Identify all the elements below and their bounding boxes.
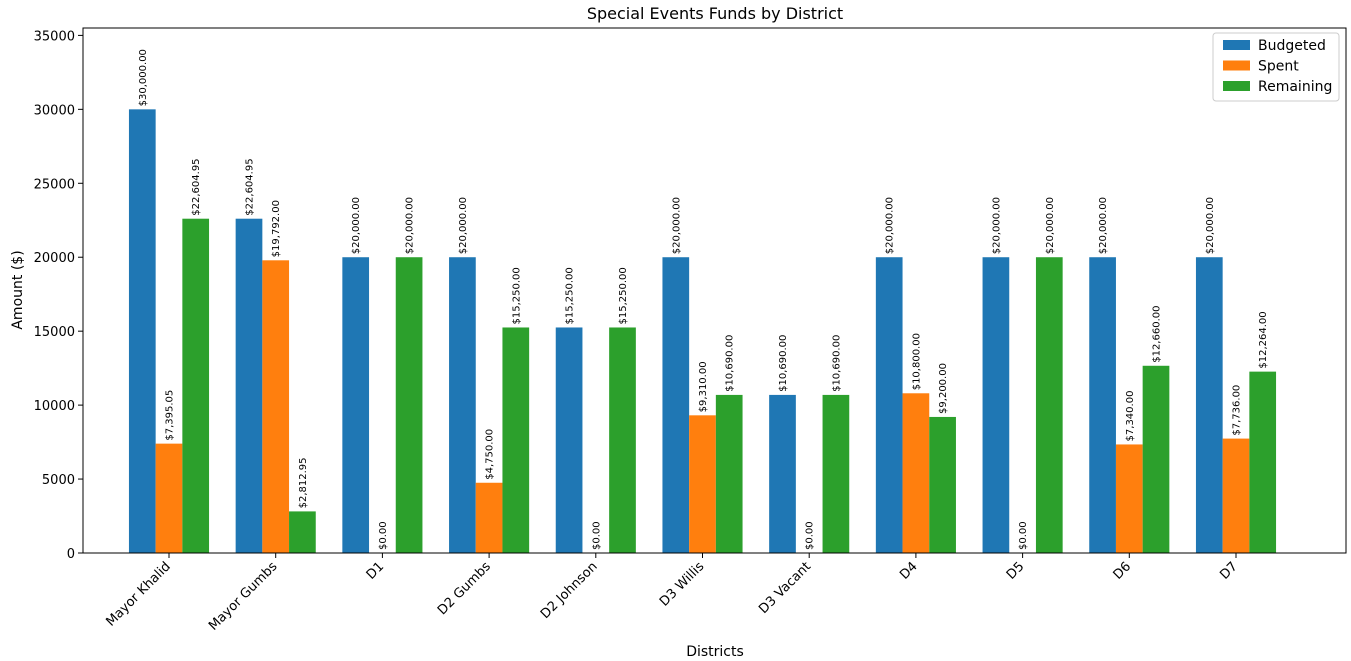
x-tick-label: D2 Gumbs — [435, 559, 494, 618]
legend-swatch-budgeted — [1223, 40, 1250, 50]
data-label: $4,750.00 — [485, 429, 496, 480]
bar-spent — [1115, 444, 1143, 553]
bar-remaining — [1142, 365, 1170, 553]
bar-budgeted — [982, 257, 1010, 553]
y-tick-label: 30000 — [34, 103, 75, 118]
data-label: $20,000.00 — [458, 197, 469, 254]
chart-title: Special Events Funds by District — [587, 4, 843, 23]
legend-label-budgeted: Budgeted — [1258, 38, 1326, 54]
y-tick-label: 20000 — [34, 251, 75, 266]
data-label: $20,000.00 — [1045, 197, 1056, 254]
x-tick-label: D4 — [897, 559, 921, 583]
bar-remaining — [289, 511, 316, 553]
data-label: $7,395.05 — [165, 390, 176, 441]
y-tick-label: 15000 — [34, 325, 75, 340]
data-label: $0.00 — [805, 521, 816, 550]
y-tick-label: 10000 — [34, 399, 75, 414]
data-label: $2,812.95 — [298, 457, 309, 508]
data-label: $22,604.95 — [191, 158, 202, 215]
bar-remaining — [609, 327, 636, 553]
data-label: $20,000.00 — [1205, 197, 1216, 254]
bar-remaining — [395, 257, 423, 553]
bar-budgeted — [235, 218, 263, 553]
bar-budgeted — [875, 257, 903, 553]
bar-budgeted — [128, 109, 156, 554]
data-label: $20,000.00 — [405, 197, 416, 254]
x-tick-label: D5 — [1004, 559, 1028, 583]
x-tick-label: D3 Vacant — [756, 559, 814, 617]
bar-budgeted — [342, 257, 370, 553]
x-tick-label: D2 Johnson — [538, 559, 601, 622]
bar-remaining — [1035, 257, 1063, 553]
y-tick-label: 5000 — [42, 473, 75, 488]
bar-spent — [475, 482, 503, 553]
data-label: $9,310.00 — [698, 361, 709, 412]
y-tick-label: 35000 — [34, 29, 75, 44]
legend: Budgeted Spent Remaining — [1212, 32, 1340, 102]
data-label: $20,000.00 — [1098, 197, 1109, 254]
data-label: $10,800.00 — [911, 333, 922, 390]
data-label: $10,690.00 — [831, 335, 842, 392]
legend-label-spent: Spent — [1258, 59, 1299, 75]
bar-budgeted — [449, 257, 476, 553]
plot-area: 0 5000 10000 15000 20000 25000 30000 35000 $30,0… — [34, 27, 1347, 634]
bar-spent — [262, 260, 290, 553]
data-label: $20,000.00 — [885, 197, 896, 254]
bar-budgeted — [662, 257, 690, 553]
bar-spent — [155, 443, 183, 553]
data-label: $9,200.00 — [938, 363, 949, 414]
x-tick-label: D3 Willis — [657, 559, 708, 610]
bar-remaining — [929, 416, 956, 553]
bar-budgeted — [555, 327, 583, 553]
legend-label-remaining: Remaining — [1258, 79, 1332, 95]
bar-remaining — [182, 218, 210, 553]
data-label: $12,660.00 — [1152, 306, 1163, 363]
x-axis-label: Districts — [686, 644, 744, 660]
bar-budgeted — [769, 394, 796, 553]
x-tick-label: Mayor Gumbs — [206, 559, 281, 634]
x-tick-label: Mayor Khalid — [103, 559, 173, 629]
y-tick-label: 0 — [67, 547, 75, 562]
data-label: $22,604.95 — [245, 158, 256, 215]
data-label: $20,000.00 — [671, 197, 682, 254]
bar-spent — [1222, 438, 1250, 553]
y-axis-label: Amount ($) — [10, 250, 26, 329]
bar-spent — [689, 415, 716, 553]
data-label: $0.00 — [378, 521, 389, 550]
data-label: $0.00 — [591, 521, 602, 550]
y-tick-label: 25000 — [34, 177, 75, 192]
data-label: $12,264.00 — [1258, 311, 1269, 368]
data-label: $30,000.00 — [138, 49, 149, 106]
data-label: $20,000.00 — [351, 197, 362, 254]
bar-remaining — [502, 327, 530, 553]
data-label: $10,690.00 — [778, 335, 789, 392]
data-label: $20,000.00 — [991, 197, 1002, 254]
legend-swatch-remaining — [1223, 81, 1250, 91]
data-label: $10,690.00 — [725, 335, 736, 392]
bar-spent — [902, 393, 930, 553]
bar-remaining — [715, 394, 743, 553]
x-tick-label: D1 — [364, 559, 388, 583]
x-tick-label: D7 — [1217, 559, 1241, 583]
bar-budgeted — [1195, 257, 1223, 553]
data-label: $15,250.00 — [511, 267, 522, 324]
bar-remaining — [822, 394, 850, 553]
data-label: $7,736.00 — [1232, 385, 1243, 436]
data-label: $19,792.00 — [271, 200, 282, 257]
data-label: $15,250.00 — [565, 267, 576, 324]
bar-budgeted — [1089, 257, 1116, 553]
data-label: $7,340.00 — [1125, 391, 1136, 442]
x-tick-label: D6 — [1111, 559, 1135, 583]
data-label: $15,250.00 — [618, 267, 629, 324]
data-label: $0.00 — [1018, 521, 1029, 550]
plot-frame — [82, 27, 1347, 554]
bar-remaining — [1249, 371, 1277, 553]
legend-swatch-spent — [1223, 60, 1250, 71]
